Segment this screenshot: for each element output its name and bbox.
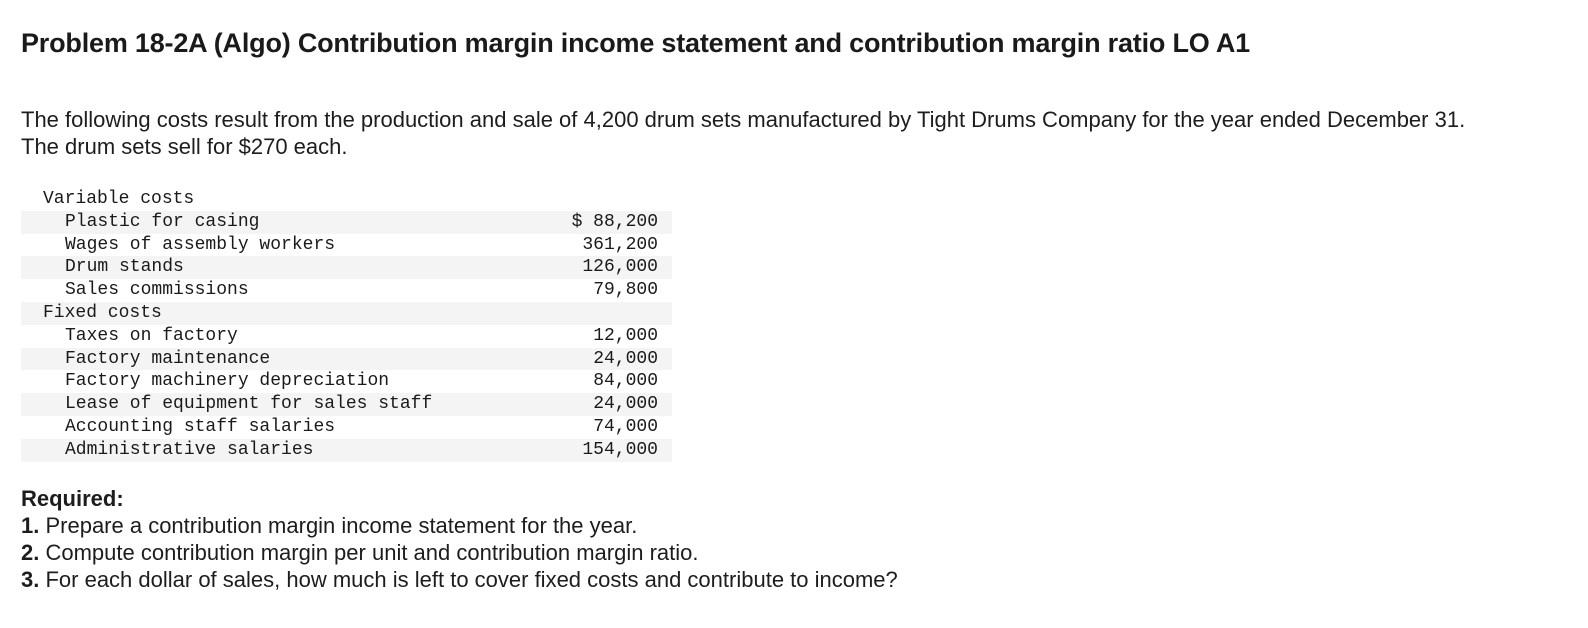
row-amount: 154,000 bbox=[498, 438, 672, 462]
table-row-section: Variable costs bbox=[21, 188, 672, 211]
table-row: Factory machinery depreciation 84,000 bbox=[21, 370, 672, 393]
row-label: Fixed costs bbox=[21, 301, 498, 325]
row-label: Administrative salaries bbox=[21, 438, 498, 462]
row-label: Sales commissions bbox=[65, 280, 249, 301]
cost-table: Variable costs Plastic for casing $ 88,2… bbox=[21, 188, 672, 462]
table-row: Drum stands 126,000 bbox=[21, 256, 672, 280]
table-row: Factory maintenance 24,000 bbox=[21, 347, 672, 371]
row-label: Taxes on factory bbox=[65, 325, 238, 346]
row-label: Plastic for casing bbox=[21, 210, 498, 234]
required-item-3: 3. For each dollar of sales, how much is… bbox=[21, 566, 898, 593]
item-number: 1. bbox=[21, 513, 40, 538]
table-row: Lease of equipment for sales staff 24,00… bbox=[21, 393, 672, 416]
table-row: Accounting staff salaries 74,000 bbox=[21, 416, 672, 439]
row-amount: $ 88,200 bbox=[498, 210, 672, 234]
table-row-section: Fixed costs bbox=[21, 301, 672, 325]
required-item-2: 2. Compute contribution margin per unit … bbox=[21, 539, 898, 566]
required-item-1: 1. Prepare a contribution margin income … bbox=[21, 512, 898, 539]
row-label: Accounting staff salaries bbox=[65, 416, 336, 437]
row-amount: 12,000 bbox=[593, 325, 658, 346]
row-amount: 24,000 bbox=[498, 393, 672, 416]
row-amount bbox=[498, 188, 672, 211]
row-amount: 74,000 bbox=[593, 416, 658, 437]
row-label: Lease of equipment for sales staff bbox=[21, 393, 498, 416]
row-amount: 79,800 bbox=[593, 280, 658, 301]
table-row: Plastic for casing $ 88,200 bbox=[21, 210, 672, 234]
item-text: For each dollar of sales, how much is le… bbox=[39, 567, 898, 592]
row-label: Variable costs bbox=[43, 189, 195, 209]
item-text: Compute contribution margin per unit and… bbox=[39, 540, 699, 565]
row-label: Wages of assembly workers bbox=[65, 234, 336, 255]
problem-intro: The following costs result from the prod… bbox=[21, 107, 1466, 159]
item-text: Prepare a contribution margin income sta… bbox=[39, 513, 638, 538]
item-number: 3. bbox=[21, 567, 40, 592]
table-row: Administrative salaries 154,000 bbox=[21, 438, 672, 462]
row-amount bbox=[498, 301, 672, 325]
row-amount: 84,000 bbox=[593, 371, 658, 392]
item-number: 2. bbox=[21, 540, 40, 565]
required-section: Required: 1. Prepare a contribution marg… bbox=[21, 485, 898, 593]
row-label: Factory maintenance bbox=[21, 347, 498, 371]
problem-title: Problem 18-2A (Algo) Contribution margin… bbox=[21, 28, 1250, 58]
row-amount: 24,000 bbox=[498, 347, 672, 371]
table-row: Sales commissions 79,800 bbox=[21, 279, 672, 302]
row-amount: 361,200 bbox=[582, 234, 658, 255]
row-amount: 126,000 bbox=[498, 256, 672, 280]
table-row: Taxes on factory 12,000 bbox=[21, 325, 672, 348]
row-label: Drum stands bbox=[21, 256, 498, 280]
required-heading: Required: bbox=[21, 486, 124, 511]
row-label: Factory machinery depreciation bbox=[65, 371, 390, 392]
table-row: Wages of assembly workers 361,200 bbox=[21, 234, 672, 257]
